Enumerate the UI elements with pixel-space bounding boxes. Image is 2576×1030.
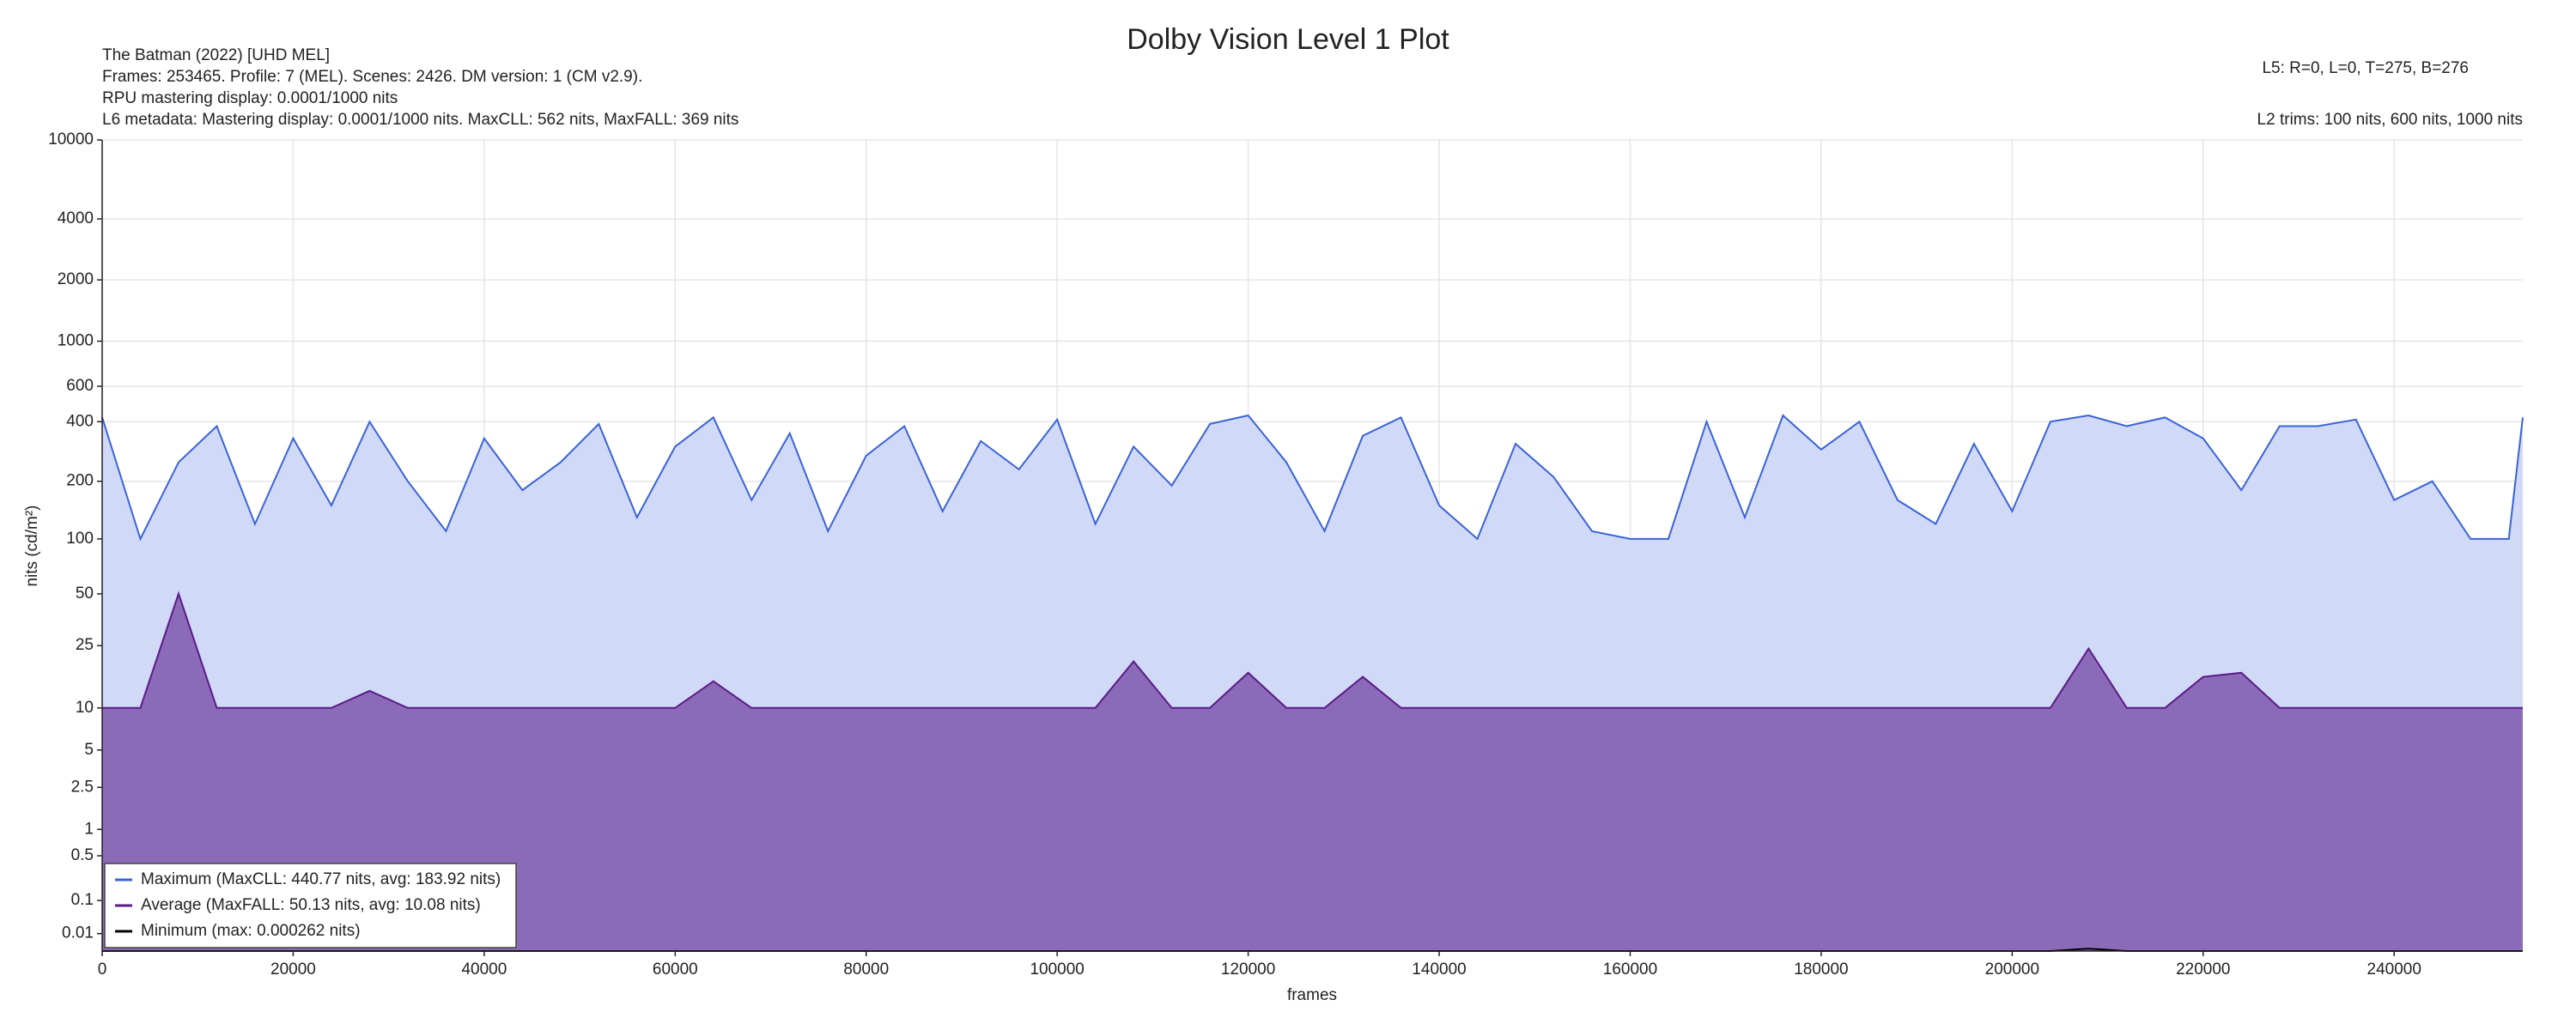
x-tick-label: 40000 [461, 960, 507, 978]
y-tick-label: 4000 [58, 209, 94, 227]
x-tick-label: 220000 [2176, 960, 2230, 978]
x-tick-label: 160000 [1603, 960, 1657, 978]
y-tick-label: 25 [76, 636, 94, 654]
legend-label: Maximum (MaxCLL: 440.77 nits, avg: 183.9… [141, 870, 501, 888]
x-tick-label: 100000 [1030, 960, 1084, 978]
area [102, 593, 2523, 951]
info-text: The Batman (2022) [UHD MEL] [102, 46, 330, 64]
x-tick-label: 20000 [270, 960, 316, 978]
series-line [101, 414, 2524, 542]
y-tick-label: 200 [66, 472, 94, 490]
y-tick-label: 1000 [58, 332, 94, 350]
y-tick-label: 0.01 [62, 924, 94, 942]
y-tick-label: 2.5 [71, 778, 94, 796]
info-text: Frames: 253465. Profile: 7 (MEL). Scenes… [102, 68, 642, 86]
x-tick-label: 140000 [1412, 960, 1466, 978]
x-tick-label: 60000 [653, 960, 698, 978]
info-text: L5: R=0, L=0, T=275, B=276 [2262, 59, 2469, 77]
y-tick-label: 100 [66, 530, 94, 548]
info-text: L2 trims: 100 nits, 600 nits, 1000 nits [2257, 111, 2523, 129]
legend-label: Minimum (max: 0.000262 nits) [141, 922, 361, 940]
x-tick-label: 200000 [1985, 960, 2039, 978]
series-line [102, 591, 2523, 709]
y-tick-label: 600 [66, 377, 94, 395]
info-text: RPU mastering display: 0.0001/1000 nits [102, 89, 398, 107]
y-axis-label: nits (cd/m²) [23, 506, 41, 587]
x-axis-label: frames [1287, 986, 1337, 1004]
x-tick-label: 240000 [2367, 960, 2421, 978]
x-tick-label: 80000 [843, 960, 889, 978]
legend-box [104, 863, 517, 948]
legend-label: Average (MaxFALL: 50.13 nits, avg: 10.08… [141, 896, 481, 914]
y-tick-label: 2000 [58, 270, 94, 288]
x-tick-label: 180000 [1794, 960, 1848, 978]
chart-title: Dolby Vision Level 1 Plot [1127, 23, 1449, 56]
y-tick-label: 1 [84, 820, 94, 838]
y-tick-label: 5 [84, 741, 94, 759]
y-tick-label: 0.5 [71, 846, 94, 864]
y-tick-label: 10000 [48, 130, 94, 148]
x-tick-label: 0 [98, 960, 107, 978]
y-tick-label: 0.1 [71, 891, 94, 909]
info-text: L6 metadata: Mastering display: 0.0001/1… [102, 111, 738, 129]
y-tick-label: 10 [76, 699, 94, 717]
x-tick-label: 120000 [1221, 960, 1275, 978]
y-tick-label: 50 [76, 585, 94, 603]
y-tick-label: 400 [66, 412, 94, 430]
